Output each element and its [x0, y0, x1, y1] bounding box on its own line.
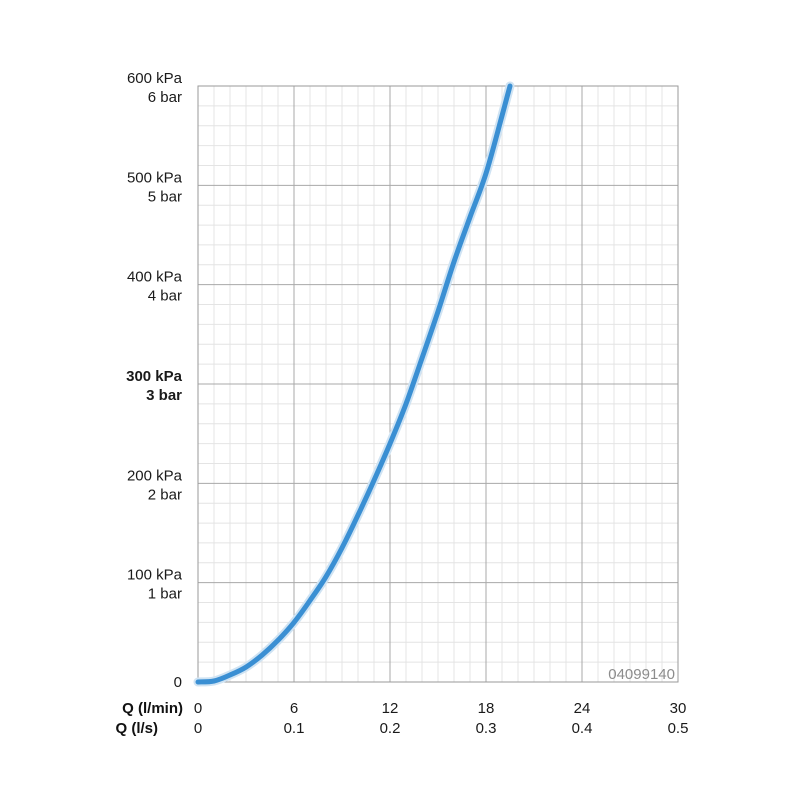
- x-tick-label-ls: 0.3: [476, 720, 497, 737]
- y-tick-label-kpa: 300 kPa: [126, 368, 183, 385]
- y-tick-label-kpa: 500 kPa: [127, 169, 183, 186]
- y-tick-label-kpa: 600 kPa: [127, 70, 183, 87]
- y-tick-label-kpa: 400 kPa: [127, 269, 183, 286]
- x-tick-label-lmin: 18: [478, 700, 495, 717]
- x-tick-label-lmin: 12: [382, 700, 399, 717]
- x-tick-label-lmin: 30: [670, 700, 687, 717]
- y-axis-labels: 0 100 kPa 1 bar 200 kPa 2 bar 300 kPa 3 bar 400…: [126, 70, 183, 691]
- x-tick-label-ls: 0.1: [284, 720, 305, 737]
- x-tick-label-ls: 0: [194, 720, 202, 737]
- y-tick-label-bar: 6 bar: [148, 89, 182, 106]
- x-tick-label-ls: 0.4: [572, 720, 593, 737]
- x-tick-label-ls: 0.2: [380, 720, 401, 737]
- y-tick-label-bar: 5 bar: [148, 188, 182, 205]
- series-line: [195, 83, 513, 685]
- article-code-label: 04099140: [608, 666, 675, 683]
- y-tick-label-bar: 4 bar: [148, 288, 182, 305]
- x-tick-label-lmin: 24: [574, 700, 591, 717]
- y-tick-label-bar: 2 bar: [148, 486, 182, 503]
- y-tick-label-kpa: 0: [174, 674, 182, 691]
- y-tick-label-kpa: 200 kPa: [127, 467, 183, 484]
- x-axis-title-ls: Q (l/s): [115, 720, 158, 737]
- plot-frame: [197, 85, 679, 683]
- x-axis-labels: 0 0 6 0.1 12 0.2 18 0.3 24 0.4 30 0.5: [194, 700, 689, 737]
- y-tick-label-bar: 3 bar: [146, 387, 182, 404]
- y-tick-label-bar: 1 bar: [148, 586, 182, 603]
- x-tick-label-lmin: 6: [290, 700, 298, 717]
- x-tick-label-ls: 0.5: [668, 720, 689, 737]
- x-axis-title-lmin: Q (l/min): [122, 700, 183, 717]
- x-tick-label-lmin: 0: [194, 700, 202, 717]
- curve-layer: [193, 81, 515, 687]
- y-tick-label-kpa: 100 kPa: [127, 567, 183, 584]
